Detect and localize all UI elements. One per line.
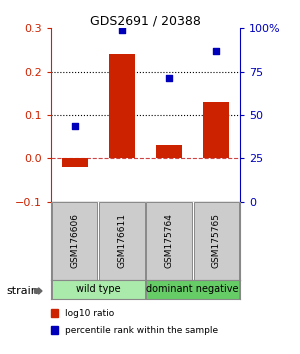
Text: GSM176606: GSM176606 [70, 213, 79, 268]
Text: percentile rank within the sample: percentile rank within the sample [65, 326, 218, 335]
Bar [146, 202, 192, 280]
Text: log10 ratio: log10 ratio [65, 309, 114, 318]
Bar [203, 102, 230, 159]
Text: wild type: wild type [76, 284, 121, 295]
Bar [52, 202, 97, 280]
Text: strain: strain [6, 286, 38, 296]
Text: GSM176611: GSM176611 [117, 213, 126, 268]
Point [167, 75, 172, 81]
Bar [156, 145, 182, 159]
Text: dominant negative: dominant negative [146, 284, 239, 295]
Text: GSM175764: GSM175764 [165, 213, 174, 268]
Point [214, 48, 219, 54]
Title: GDS2691 / 20388: GDS2691 / 20388 [90, 14, 201, 27]
Bar [52, 280, 145, 299]
Point [119, 28, 124, 33]
Bar [194, 202, 239, 280]
Text: GSM175765: GSM175765 [212, 213, 221, 268]
Point [72, 123, 77, 129]
Bar [109, 55, 135, 159]
Bar [61, 159, 88, 167]
Bar [146, 280, 239, 299]
Bar [99, 202, 145, 280]
